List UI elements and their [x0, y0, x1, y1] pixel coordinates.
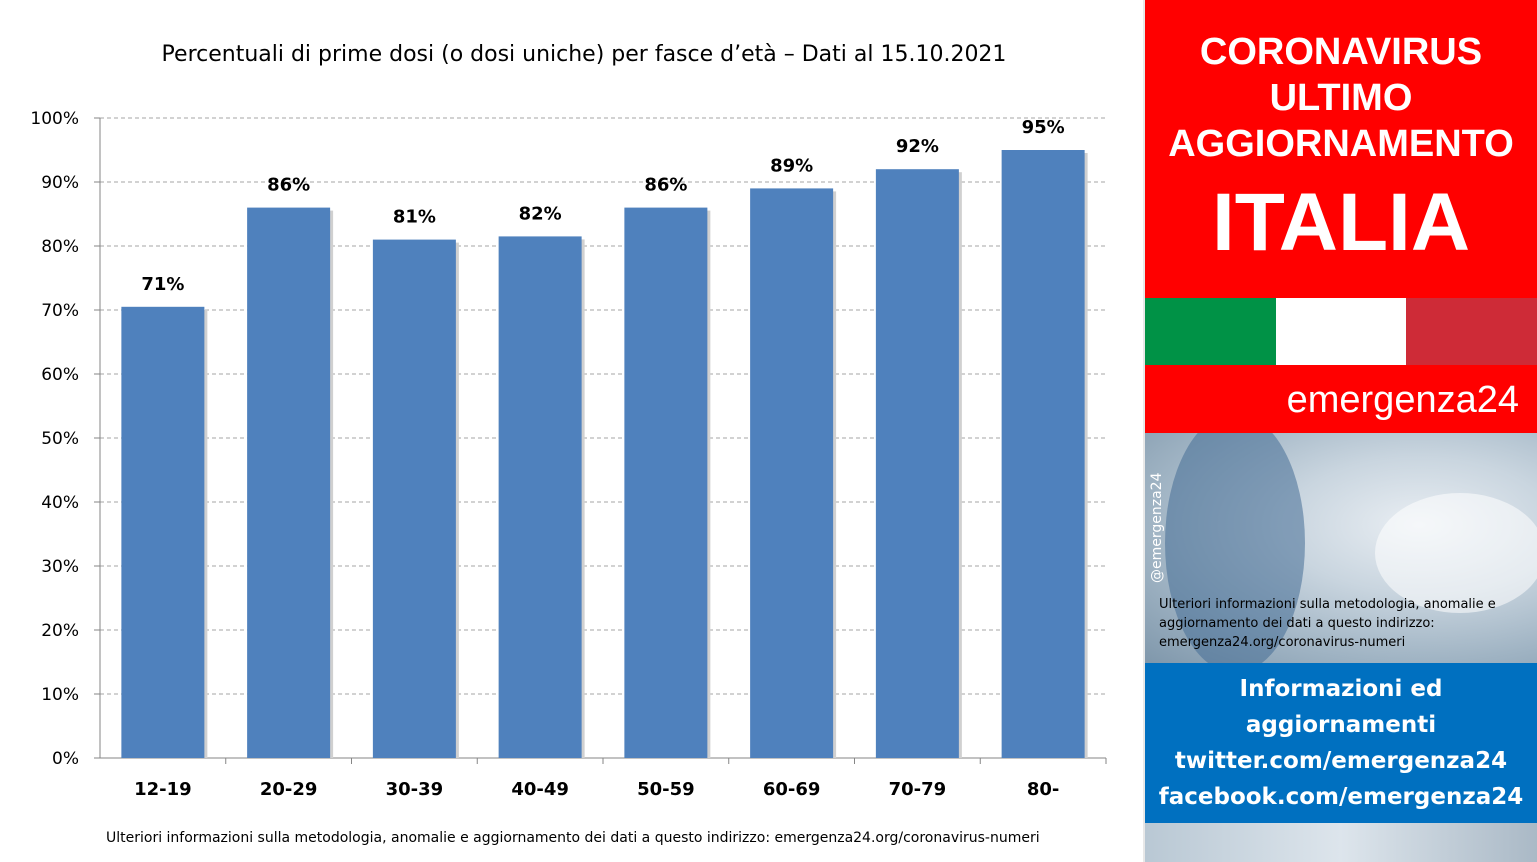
bottom-photo-strip: [1145, 823, 1537, 862]
bar: [875, 169, 959, 758]
y-tick-label: 80%: [41, 237, 79, 257]
chart-panel: Percentuali di prime dosi (o dosi uniche…: [30, 42, 1107, 846]
bar: [750, 188, 834, 758]
country-title: ITALIA: [1211, 177, 1471, 268]
headline-line-1: CORONAVIRUS: [1199, 31, 1483, 73]
social-handle: @emergenza24: [1149, 472, 1165, 584]
photo-blur-shape: [1165, 433, 1305, 663]
bar: [1001, 150, 1085, 758]
bar-chart: 0% 10% 20% 30% 40% 50% 60% 70% 80% 90% 100% 71% 12-1…: [30, 109, 1107, 800]
data-label: 82%: [519, 203, 562, 224]
x-tick-label: 20-29: [260, 779, 318, 800]
x-tick-label: 80-: [1027, 779, 1060, 800]
y-tick-label: 20%: [41, 621, 79, 641]
info-line-2: aggiornamenti: [1245, 712, 1437, 738]
x-tick-label: 60-69: [763, 779, 821, 800]
data-label: 86%: [267, 175, 310, 196]
y-tick-label: 30%: [41, 557, 79, 577]
bar: [372, 239, 456, 759]
y-tick-label: 90%: [41, 173, 79, 193]
headline-line-3: AGGIORNAMENTO: [1168, 123, 1514, 165]
photo-highlight-shape: [1375, 493, 1537, 613]
y-tick-label: 60%: [41, 365, 79, 385]
italian-flag: [1145, 298, 1537, 365]
bar: [624, 207, 708, 759]
headline-line-2: ULTIMO: [1269, 77, 1413, 119]
data-label: 92%: [896, 136, 939, 157]
data-label: 95%: [1022, 117, 1065, 138]
headline-box: CORONAVIRUS ULTIMO AGGIORNAMENTO ITALIA: [1145, 0, 1537, 298]
data-label: 81%: [393, 207, 436, 228]
data-label: 71%: [141, 274, 184, 295]
methodology-note: Ulteriori informazioni sulla metodologia…: [1159, 597, 1496, 650]
data-label: 86%: [644, 175, 687, 196]
flag-white-stripe: [1275, 298, 1407, 365]
y-tick-label: 40%: [41, 493, 79, 513]
side-panel: CORONAVIRUS ULTIMO AGGIORNAMENTO ITALIA …: [1145, 0, 1537, 862]
facebook-link[interactable]: facebook.com/emergenza24: [1158, 784, 1524, 810]
x-tick-label: 40-49: [511, 779, 569, 800]
bar: [121, 306, 205, 758]
y-tick-label: 10%: [41, 685, 79, 705]
x-tick-label: 12-19: [134, 779, 192, 800]
chart-title: Percentuali di prime dosi (o dosi uniche…: [161, 42, 1007, 67]
data-label: 89%: [770, 155, 813, 176]
footer-note: Ulteriori informazioni sulla metodologia…: [106, 830, 1040, 846]
panel-divider: [1143, 0, 1145, 862]
bar: [498, 236, 582, 758]
y-tick-label: 100%: [30, 109, 79, 129]
flag-red-stripe: [1406, 298, 1537, 365]
info-line-1: Informazioni ed: [1239, 676, 1443, 702]
x-tick-label: 30-39: [386, 779, 444, 800]
y-tick-label: 50%: [41, 429, 79, 449]
brand-name: emergenza24: [1286, 379, 1519, 421]
y-tick-label: 70%: [41, 301, 79, 321]
twitter-link[interactable]: twitter.com/emergenza24: [1174, 748, 1508, 774]
flag-green-stripe: [1145, 298, 1276, 365]
info-box: Informazioni ed aggiornamenti twitter.co…: [1145, 663, 1537, 823]
bar: [247, 207, 331, 759]
x-tick-label: 50-59: [637, 779, 695, 800]
x-tick-label: 70-79: [889, 779, 947, 800]
background-photo: @emergenza24 Ulteriori informazioni sull…: [1145, 433, 1537, 663]
y-tick-label: 0%: [52, 749, 79, 769]
brand-box: emergenza24: [1145, 365, 1537, 433]
